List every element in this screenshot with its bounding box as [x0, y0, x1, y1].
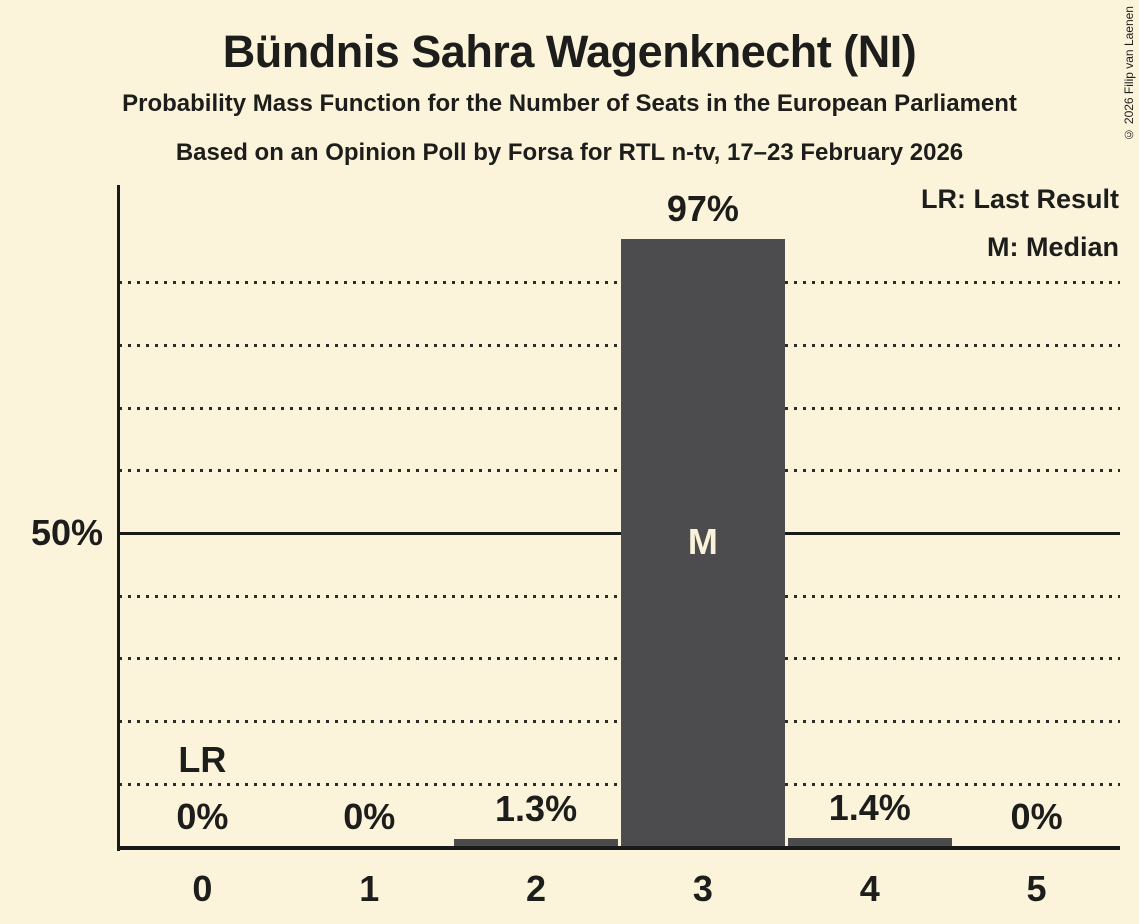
x-tick-label-3: 3	[692, 868, 713, 909]
value-label-5: 0%	[1010, 796, 1063, 837]
x-tick-label-1: 1	[359, 868, 380, 909]
x-tick-label-4: 4	[859, 868, 880, 909]
gridline-30pct	[119, 657, 1120, 661]
x-axis-line	[117, 846, 1120, 850]
x-tick-label-2: 2	[526, 868, 547, 909]
chart-source-line: Based on an Opinion Poll by Forsa for RT…	[175, 139, 964, 166]
x-tick-label-0: 0	[192, 868, 213, 909]
gridline-80pct	[119, 343, 1120, 347]
gridline-50pct-major	[119, 532, 1120, 535]
bar-4	[787, 838, 952, 850]
value-label-3: 97%	[666, 187, 739, 229]
chart-title: Bündnis Sahra Wagenknecht (NI)	[222, 26, 917, 77]
gridline-40pct	[119, 594, 1120, 598]
y-axis-line	[117, 185, 120, 851]
legend-median: M: Median	[987, 232, 1119, 262]
gridline-20pct	[119, 720, 1120, 724]
last-result-marker: LR	[178, 739, 227, 780]
value-label-0: 0%	[176, 796, 229, 837]
gridline-70pct	[119, 406, 1120, 410]
value-label-4: 1.4%	[828, 787, 911, 829]
gridline-60pct	[119, 469, 1120, 473]
value-label-2: 1.3%	[495, 787, 578, 829]
gridline-90pct	[119, 281, 1120, 285]
gridline-10pct	[119, 782, 1120, 786]
bar-3	[621, 238, 785, 850]
x-tick-label-5: 5	[1026, 868, 1047, 909]
value-label-1: 0%	[343, 796, 396, 837]
median-marker: M	[687, 520, 718, 562]
legend-last-result: LR: Last Result	[920, 184, 1119, 214]
bar-2	[454, 838, 618, 850]
y-axis-tick-label: 50%	[30, 511, 103, 553]
chart-subtitle: Probability Mass Function for the Number…	[122, 90, 1017, 117]
